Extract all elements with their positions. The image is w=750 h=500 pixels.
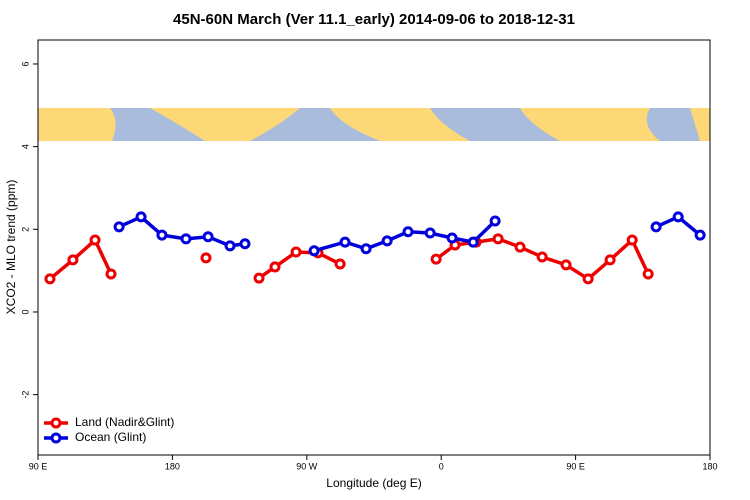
data-point — [430, 253, 442, 265]
x-tick-label: 90 E — [566, 461, 585, 471]
x-tick-label: 180 — [702, 461, 717, 471]
y-tick-label: 6 — [20, 61, 30, 66]
data-point — [156, 229, 168, 241]
data-point — [467, 236, 479, 248]
data-point — [339, 236, 351, 248]
data-point — [334, 258, 346, 270]
data-point — [224, 240, 236, 252]
data-point — [253, 272, 265, 284]
data-point — [650, 221, 662, 233]
x-tick-label: 90 E — [29, 461, 48, 471]
data-point — [269, 261, 281, 273]
data-point — [135, 211, 147, 223]
data-point — [492, 233, 504, 245]
data-point — [290, 246, 302, 258]
data-point — [44, 273, 56, 285]
data-point — [105, 268, 117, 280]
chart-title: 45N-60N March (Ver 11.1_early) 2014-09-0… — [173, 11, 575, 28]
data-point — [202, 231, 214, 243]
data-point — [180, 233, 192, 245]
x-tick-label: 180 — [165, 461, 180, 471]
data-point — [446, 232, 458, 244]
data-point — [402, 226, 414, 238]
data-point — [113, 221, 125, 233]
data-point — [67, 254, 79, 266]
data-point — [604, 254, 616, 266]
x-tick-label: 0 — [439, 461, 444, 471]
data-point — [536, 251, 548, 263]
legend-marker — [50, 432, 62, 444]
y-tick-label: 4 — [20, 144, 30, 149]
legend-marker — [50, 417, 62, 429]
data-point — [89, 234, 101, 246]
data-point — [560, 259, 572, 271]
x-axis-label: Longitude (deg E) — [326, 476, 421, 490]
data-point — [239, 238, 251, 250]
data-point — [489, 215, 501, 227]
y-tick-label: 0 — [20, 309, 30, 314]
data-point — [424, 227, 436, 239]
data-point — [360, 243, 372, 255]
y-tick-label: -2 — [20, 391, 30, 399]
data-point — [582, 273, 594, 285]
data-point — [642, 268, 654, 280]
data-point — [308, 245, 320, 257]
data-point — [672, 211, 684, 223]
legend-label: Ocean (Glint) — [75, 430, 146, 444]
data-point — [514, 241, 526, 253]
data-point — [626, 234, 638, 246]
y-axis-label: XCO2 - MLO trend (ppm) — [4, 180, 18, 315]
legend-label: Land (Nadir&Glint) — [75, 415, 174, 429]
data-point — [381, 235, 393, 247]
y-tick-label: 2 — [20, 227, 30, 232]
map-band — [38, 108, 710, 141]
data-point — [200, 252, 212, 264]
data-point — [694, 229, 706, 241]
plot-frame — [37, 39, 711, 456]
x-tick-label: 90 W — [296, 461, 318, 471]
